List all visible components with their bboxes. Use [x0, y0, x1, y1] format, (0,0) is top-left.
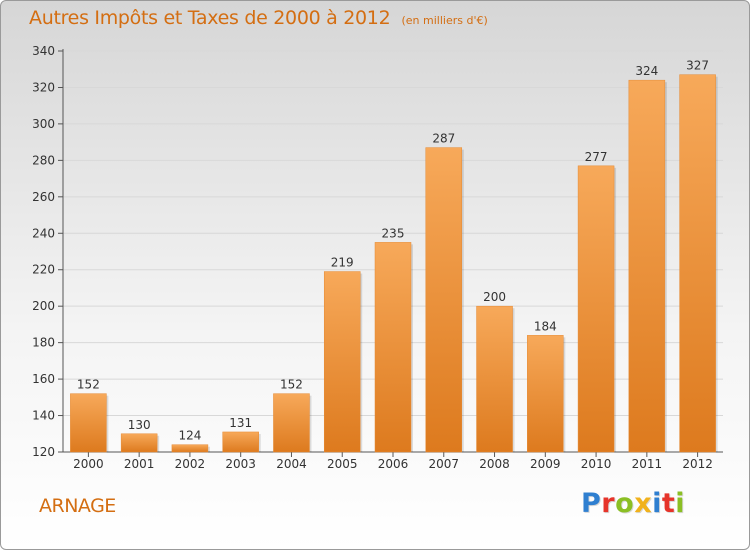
bar-value-label: 152: [77, 378, 100, 392]
bar: [679, 74, 716, 453]
logo-letter: x: [634, 488, 653, 519]
x-tick-label: 2004: [276, 457, 307, 471]
x-tick-label: 2006: [378, 457, 409, 471]
chart-title: Autres Impôts et Taxes de 2000 à 2012 (e…: [29, 7, 488, 29]
bar-value-label: 287: [432, 132, 455, 146]
y-tick-label: 140: [32, 409, 55, 423]
bar-value-label: 200: [483, 290, 506, 304]
y-tick-label: 240: [32, 226, 55, 240]
bar-value-label: 124: [178, 429, 201, 443]
x-tick-label: 2001: [124, 457, 155, 471]
title-text: Autres Impôts et Taxes de 2000 à 2012: [29, 7, 391, 29]
bar-value-label: 324: [635, 64, 658, 78]
bar-value-label: 219: [331, 256, 354, 270]
y-tick-label: 300: [32, 117, 55, 131]
y-tick-label: 320: [32, 80, 55, 94]
x-tick-label: 2002: [175, 457, 206, 471]
bar: [577, 165, 615, 453]
y-tick-label: 180: [32, 336, 55, 350]
logo-letter: P: [581, 488, 602, 519]
bar: [374, 242, 412, 453]
bar: [70, 393, 107, 453]
bar-value-label: 184: [534, 319, 557, 333]
x-tick-label: 2012: [682, 457, 713, 471]
x-tick-label: 2008: [479, 457, 510, 471]
x-tick-label: 2011: [632, 457, 663, 471]
bar: [273, 393, 310, 453]
x-tick-label: 2000: [73, 457, 104, 471]
y-tick-label: 120: [32, 445, 55, 459]
logo-letter: o: [615, 488, 635, 519]
bar: [425, 147, 463, 453]
y-tick-label: 280: [32, 153, 55, 167]
bar: [323, 271, 361, 453]
bar-layer: [70, 74, 718, 453]
y-tick-label: 260: [32, 190, 55, 204]
y-tick-label: 200: [32, 299, 55, 313]
bar-value-label: 152: [280, 378, 303, 392]
logo-letter: i: [675, 488, 686, 519]
label-layer: 152 130 124 131 152 219 235 287 200 184 277 324 327: [77, 59, 709, 443]
proxiti-logo[interactable]: Proxiti: [581, 488, 685, 519]
bar-value-label: 277: [585, 150, 608, 164]
bar-value-label: 130: [128, 418, 151, 432]
bar: [527, 335, 564, 453]
bar: [628, 79, 666, 453]
x-tick-label: 2009: [530, 457, 561, 471]
logo-letter: r: [601, 488, 616, 519]
y-tick-label: 160: [32, 372, 55, 386]
commune-name: ARNAGE: [39, 495, 116, 517]
y-tick-label: 340: [32, 44, 55, 58]
logo-letter: i: [652, 488, 662, 519]
x-tick-label: 2010: [581, 457, 612, 471]
bar: [171, 444, 209, 453]
bar: [120, 433, 158, 453]
y-tick-label: 220: [32, 263, 55, 277]
subtitle-text: (en milliers d'€): [401, 14, 488, 27]
x-tick-label: 2003: [225, 457, 256, 471]
bar-value-label: 235: [382, 226, 405, 240]
x-tick-label: 2005: [327, 457, 358, 471]
axis-layer: 120 140 160 180 200 220 240 260 280 300 320 340 2000…: [32, 44, 723, 471]
x-tick-label: 2007: [428, 457, 459, 471]
bar-value-label: 131: [229, 416, 252, 430]
bar: [222, 431, 259, 453]
logo-letter: t: [661, 488, 676, 519]
bar-value-label: 327: [686, 59, 709, 73]
bar: [476, 305, 513, 453]
